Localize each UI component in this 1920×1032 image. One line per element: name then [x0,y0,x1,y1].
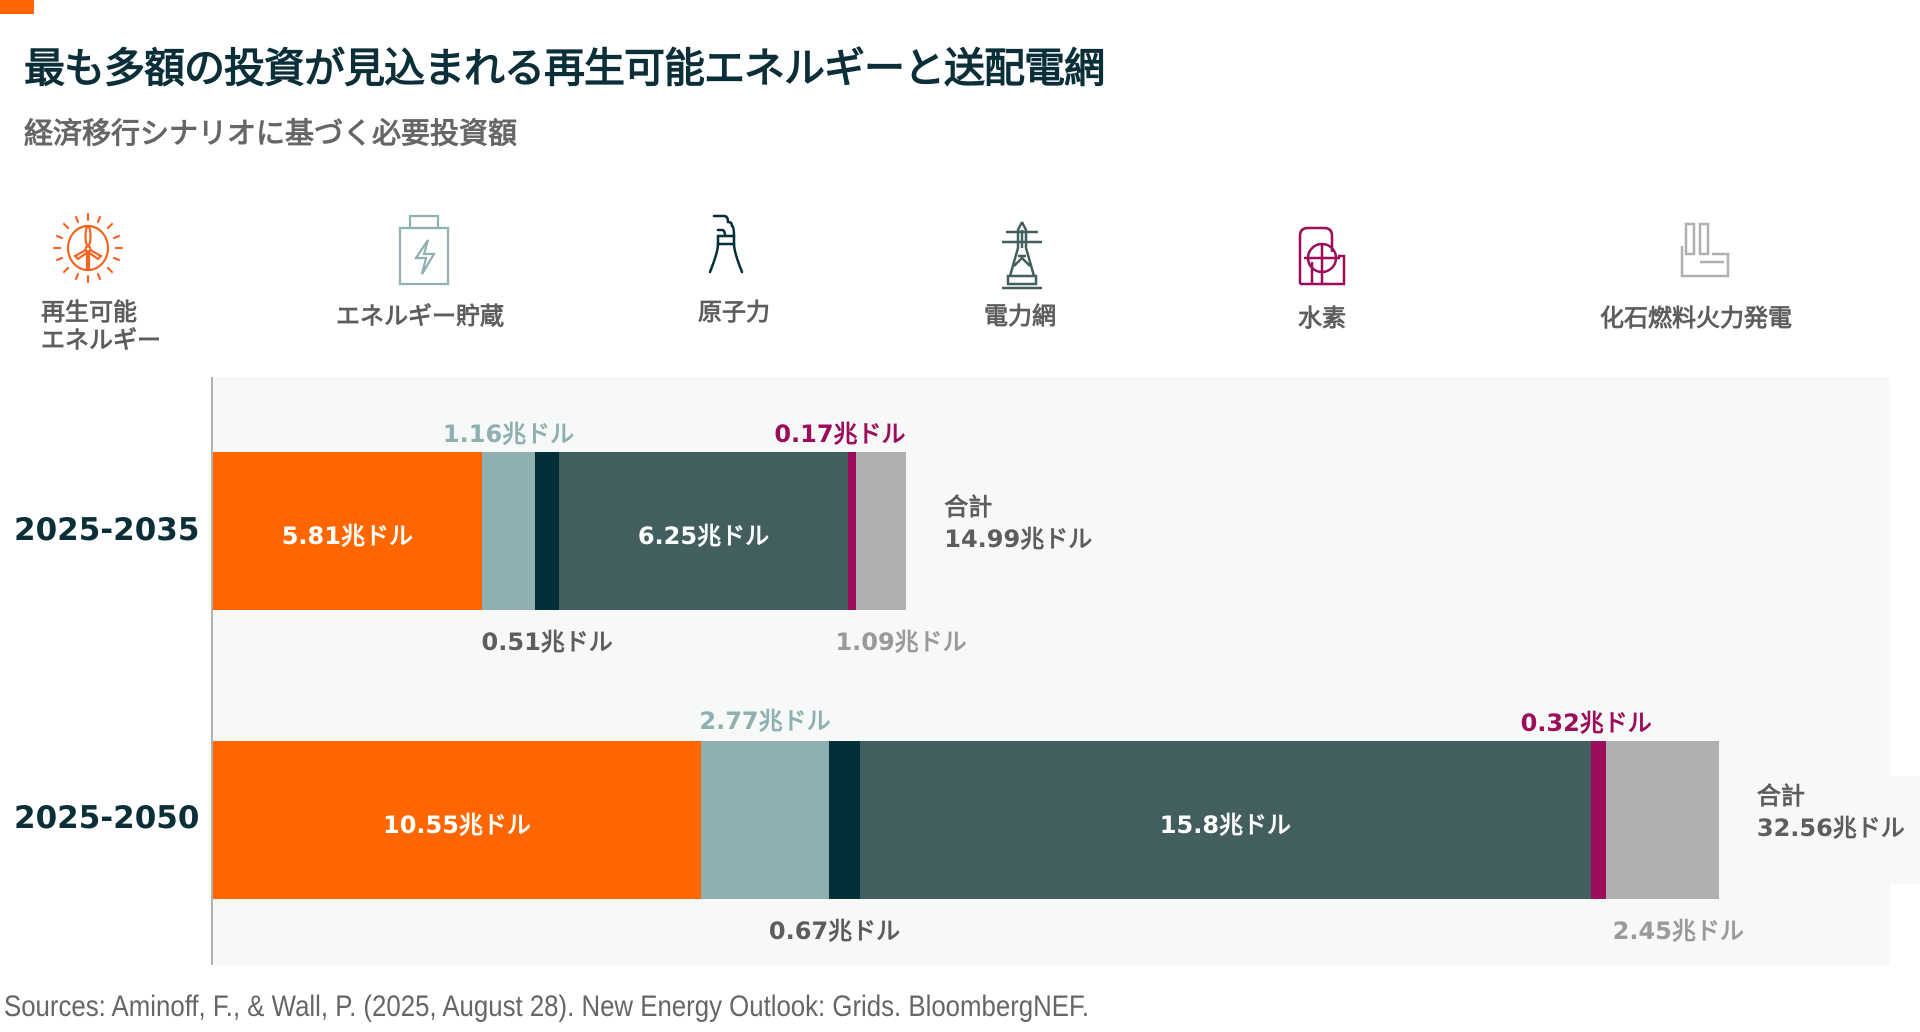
bar-label-4-2025-2035: 6.25兆ドル [637,522,770,550]
total-label-2025-2035: 合計 14.99兆ドル [944,491,1092,555]
bar-segment-5-2025-2035 [848,452,856,610]
chart-title: 最も多額の投資が見込まれる再生可能エネルギーと送配電網 [24,44,1105,92]
bar-label-5-2025-2035: 0.17兆ドル [774,420,906,448]
bar-label-1-2025-2050: 10.55兆ドル [383,811,531,839]
total-caption: 合計 [1756,782,1805,810]
bar-label-2-2025-2035: 1.16兆ドル [442,420,575,448]
total-value: 32.56兆ドル [1756,814,1905,842]
y-axis-line [211,377,213,965]
legend-label-renewables: 再生可能 エネルギー [41,298,161,354]
bar-label-4-2025-2050: 15.8兆ドル [1159,811,1292,839]
bar-segment-2-2025-2050 [700,741,830,899]
legend-label-grid: 電力網 [984,302,1056,330]
bar-label-2-2025-2050: 2.77兆ドル [699,707,831,735]
bar-segment-6-2025-2050 [1605,741,1719,899]
chart-subtitle: 経済移行シナリオに基づく必要投資額 [24,116,518,150]
bar-label-6-2025-2050: 2.45兆ドル [1612,917,1744,945]
bar-segment-1-2025-2035 [213,452,482,610]
bar-segment-1-2025-2050 [213,741,701,899]
legend-label-fossil: 化石燃料火力発電 [1600,304,1792,332]
bar-label-3-2025-2050: 0.67兆ドル [768,917,901,945]
total-caption: 合計 [944,493,993,521]
wind-turbine-sun-icon [52,212,124,284]
total-value: 14.99兆ドル [944,525,1093,553]
legend-label-hydrogen: 水素 [1298,304,1346,332]
source-note: Sources: Aminoff, F., & Wall, P. (2025, … [4,990,1090,1023]
bar-label-5-2025-2050: 0.32兆ドル [1520,709,1652,737]
category-label-2025-2050: 2025-2050 [14,800,200,836]
bar-label-6-2025-2035: 1.09兆ドル [835,628,967,656]
bar-segment-6-2025-2035 [855,452,907,610]
bar-segment-4-2025-2050 [860,741,1591,899]
total-label-2025-2050: 合計 32.56兆ドル [1757,780,1905,844]
bar-label-3-2025-2035: 0.51兆ドル [481,628,613,656]
bar-segment-2-2025-2035 [481,452,536,610]
cooling-tower-icon [708,214,744,274]
bar-segment-5-2025-2050 [1590,741,1606,899]
power-pylon-icon [1002,221,1042,290]
category-label-2025-2035: 2025-2035 [14,512,200,548]
bar-segment-3-2025-2050 [829,741,861,899]
fossil-plant-icon [1680,222,1730,278]
bar-segment-4-2025-2035 [558,452,848,610]
battery-icon [398,214,450,286]
legend-label-nuclear: 原子力 [698,298,770,326]
accent-block [0,0,34,14]
bar-label-1-2025-2035: 5.81兆ドル [281,522,413,550]
hydrogen-tank-icon [1298,226,1346,286]
total-label-background [1720,776,1920,884]
legend-label-storage: エネルギー貯蔵 [336,302,504,330]
bar-segment-3-2025-2035 [535,452,559,610]
